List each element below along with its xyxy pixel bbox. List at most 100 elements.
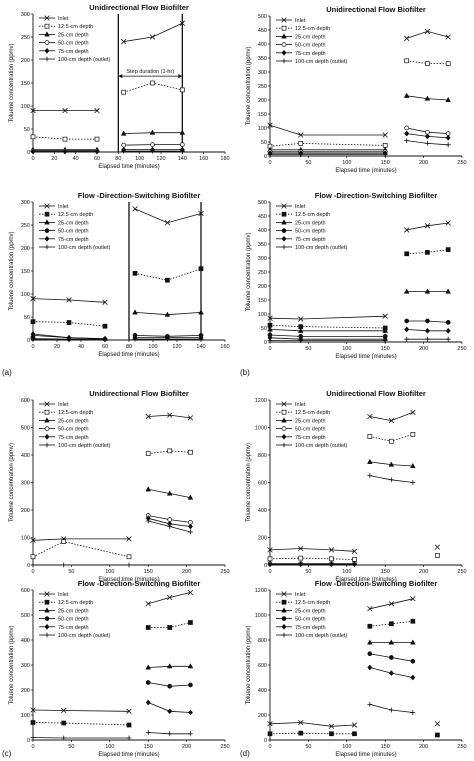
data-point (66, 297, 72, 303)
data-point (188, 731, 193, 737)
legend-label: 75-cm depth (58, 237, 89, 243)
legend-label: Inlet (58, 16, 69, 22)
series-0 (30, 20, 186, 114)
y-tick-label: 300 (21, 200, 30, 206)
legend-label: 75-cm depth (295, 435, 326, 441)
y-tick-label: 0 (264, 340, 267, 346)
data-point (198, 309, 204, 315)
series-3 (367, 651, 416, 664)
data-point (351, 722, 358, 728)
data-point (198, 210, 204, 217)
data-point (435, 732, 440, 738)
data-point (410, 480, 416, 485)
data-point (328, 547, 335, 553)
data-point (179, 148, 185, 154)
x-tick-label: 50 (305, 160, 311, 166)
x-tick-label: 0 (268, 569, 271, 575)
series-5 (367, 701, 416, 715)
data-point (382, 152, 388, 157)
series-line (269, 142, 386, 147)
y-tick-label: 0 (27, 738, 30, 744)
data-point (145, 518, 151, 524)
data-point (298, 132, 304, 138)
legend-marker (44, 433, 50, 440)
data-point (150, 80, 155, 86)
x-tick-label: 100 (135, 156, 144, 162)
y-tick-label: 800 (258, 453, 267, 459)
data-point (187, 709, 193, 716)
legend-marker (281, 632, 287, 638)
data-point (410, 658, 416, 664)
x-tick-label: 250 (457, 346, 466, 352)
y-tick-label: 50 (24, 127, 30, 133)
data-point (410, 462, 416, 469)
series-5 (30, 518, 193, 568)
data-point (30, 554, 36, 560)
data-point (298, 719, 304, 726)
data-point (187, 523, 193, 530)
data-point (132, 206, 138, 212)
legend-marker (44, 235, 50, 242)
legend-marker (281, 49, 287, 56)
data-point (382, 327, 389, 333)
legend-label: 25-cm depth (295, 220, 326, 226)
series-0 (30, 589, 194, 714)
series-5 (267, 138, 451, 157)
series-line (406, 222, 449, 231)
x-tick-label: 160 (220, 344, 229, 350)
series-2 (367, 458, 416, 469)
y-tick-label: 200 (258, 284, 267, 290)
data-point (167, 731, 173, 737)
chart-title: Unidirectional Flow Biofilter (89, 389, 189, 398)
series-0 (30, 412, 194, 543)
y-tick-label: 500 (21, 426, 30, 432)
chart-panel-4: Unidirectional Flow Biofilter 0 100 200 300 4… (9, 389, 230, 583)
data-point (61, 562, 67, 568)
x-tick-label: 150 (381, 346, 390, 352)
data-point (367, 434, 373, 439)
data-point (66, 337, 72, 342)
legend-marker (44, 616, 50, 621)
data-point (388, 477, 394, 483)
x-tick-label: 40 (73, 156, 79, 162)
x-tick-label: 160 (199, 156, 208, 162)
series-3 (267, 318, 451, 339)
chart-title: Unidirectional Flow Biofilter (89, 3, 189, 12)
data-point (132, 336, 138, 342)
data-point (149, 129, 156, 135)
legend-label: 50-cm depth (295, 229, 326, 235)
y-tick-label: 200 (21, 58, 30, 64)
x-tick-label: 0 (31, 156, 34, 162)
y-axis-label: Toluene concentration (ppmv) (246, 232, 252, 311)
series-0 (267, 220, 451, 322)
legend-marker (281, 426, 287, 431)
y-tick-label: 200 (21, 508, 30, 514)
data-point (298, 730, 304, 736)
data-point (126, 554, 132, 560)
series-4 (145, 515, 193, 530)
legend-label: 12.5-cm depth (295, 26, 330, 32)
series-line (32, 722, 130, 726)
x-axis-label: Elapsed time (minutes) (98, 164, 159, 170)
data-point (145, 625, 151, 630)
legend-label: 50-cm depth (58, 617, 89, 623)
data-point (298, 545, 304, 552)
legend-marker (281, 219, 287, 225)
chart-panel-3: Flow -Direction-Switching Biofilter 0 50 10… (246, 191, 467, 360)
legend-marker (281, 211, 287, 217)
x-tick-label: 100 (105, 744, 114, 750)
legend-marker (44, 632, 50, 638)
data-point (298, 561, 304, 568)
panel-letter-c: (c) (2, 749, 12, 758)
x-tick-label: 0 (268, 346, 271, 352)
chart-panel-2: Flow -Direction-Switching Biofilter 0 50 10… (9, 191, 230, 358)
legend-label: Inlet (295, 204, 306, 210)
legend-marker (44, 599, 50, 605)
data-point (367, 623, 373, 629)
data-point (145, 601, 151, 607)
y-tick-label: 50 (261, 326, 267, 332)
data-point (145, 680, 151, 685)
data-point (267, 326, 273, 332)
legend-marker (281, 58, 287, 64)
